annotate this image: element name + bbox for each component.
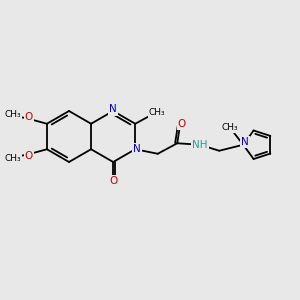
Text: CH₃: CH₃ (4, 154, 21, 163)
Text: N: N (109, 104, 117, 115)
Text: N: N (241, 137, 249, 147)
Text: O: O (110, 176, 118, 186)
Text: O: O (25, 112, 33, 122)
Text: NH: NH (192, 140, 208, 150)
Text: O: O (178, 119, 186, 129)
Text: CH₃: CH₃ (221, 123, 238, 132)
Text: N: N (133, 144, 141, 154)
Text: O: O (25, 151, 33, 161)
Text: CH₃: CH₃ (4, 110, 21, 119)
Text: CH₃: CH₃ (149, 108, 166, 117)
